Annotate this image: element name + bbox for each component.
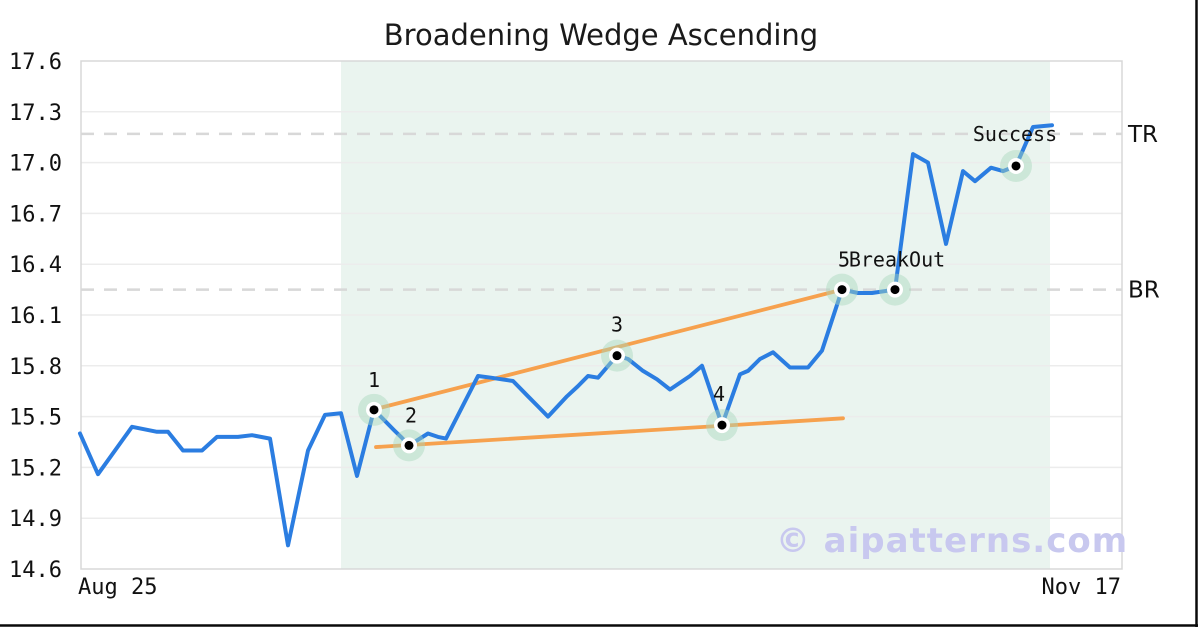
y-tick-label: 15.5 — [9, 406, 62, 431]
annotation-label-success: Success — [973, 122, 1057, 146]
y-tick-label: 16.4 — [9, 253, 62, 278]
y-tick-label: 17.3 — [9, 101, 62, 126]
watermark: © aipatterns.com — [776, 521, 1128, 561]
y-tick-label: 17.0 — [9, 152, 62, 177]
annotation-label-2: 2 — [405, 403, 417, 427]
annotation-label-5: 5 — [838, 248, 850, 272]
marker-dot-5 — [837, 285, 847, 295]
marker-dot-4 — [717, 420, 727, 430]
trendline-lower-support — [374, 416, 845, 449]
chart-title: Broadening Wedge Ascending — [384, 18, 818, 52]
y-tick-label: 16.1 — [9, 304, 62, 329]
annotation-label-breakout: BreakOut — [849, 248, 945, 272]
x-tick-label-start: Aug 25 — [78, 575, 157, 600]
y-tick-label: 14.6 — [9, 558, 62, 583]
marker-dot-breakout — [890, 285, 900, 295]
level-label-tr: TR — [1127, 122, 1158, 148]
y-tick-label: 17.6 — [9, 50, 62, 75]
marker-dot-2 — [404, 440, 414, 450]
y-tick-label: 15.8 — [9, 355, 62, 380]
x-tick-label-end: Nov 17 — [1042, 575, 1121, 600]
marker-dot-3 — [612, 351, 622, 361]
y-tick-label: 16.7 — [9, 202, 62, 227]
annotation-label-3: 3 — [611, 313, 623, 337]
y-tick-label: 14.9 — [9, 507, 62, 532]
marker-dot-1 — [369, 405, 379, 415]
level-label-br: BR — [1128, 278, 1160, 304]
y-tick-label: 15.2 — [9, 456, 62, 481]
plot-border — [80, 60, 1123, 570]
annotation-label-1: 1 — [368, 368, 380, 392]
annotation-label-4: 4 — [713, 382, 725, 406]
marker-dot-success — [1011, 161, 1021, 171]
trendline-upper-resistance — [377, 287, 844, 411]
